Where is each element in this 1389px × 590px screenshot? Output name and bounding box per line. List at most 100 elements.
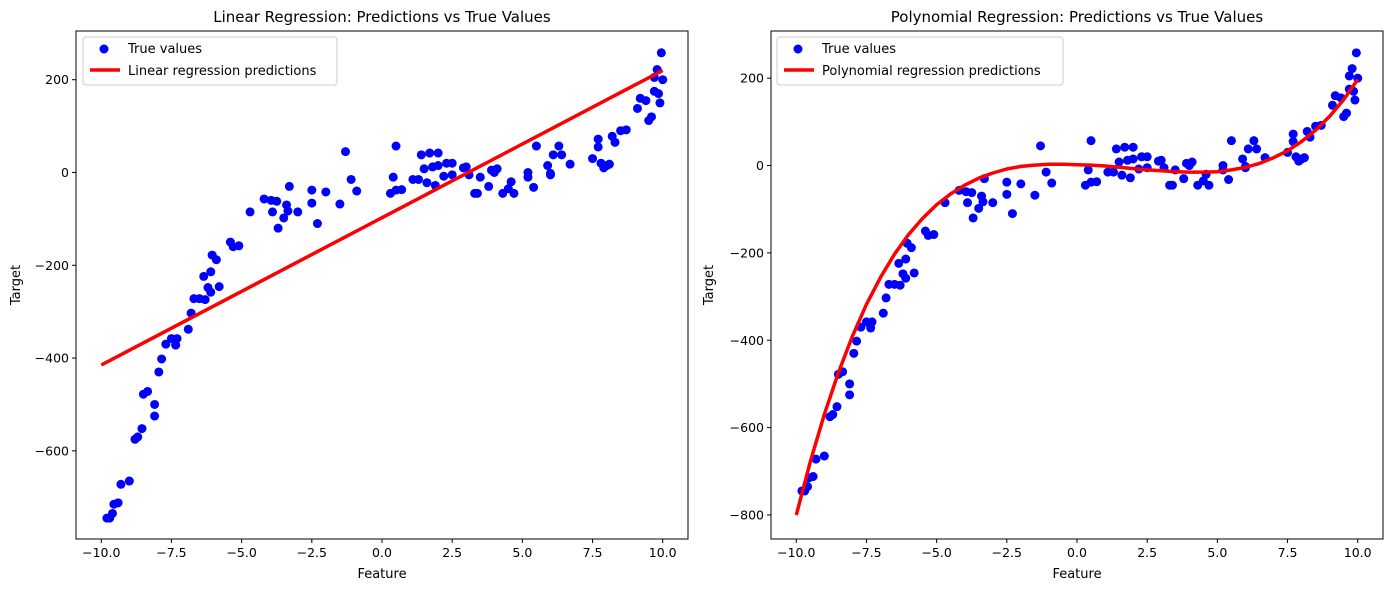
data-point: [621, 125, 631, 135]
y-tick-label: −800: [730, 507, 764, 522]
data-point: [433, 148, 443, 158]
data-point: [811, 454, 821, 464]
x-axis-label: Feature: [357, 567, 406, 582]
data-point: [422, 178, 432, 188]
polynomial-regression-panel: Polynomial Regression: Predictions vs Tr…: [702, 8, 1384, 582]
data-point: [1238, 154, 1248, 164]
data-point: [604, 159, 614, 169]
data-point: [1351, 48, 1361, 58]
data-point: [1083, 165, 1093, 175]
x-tick-label: −2.5: [992, 545, 1022, 560]
legend-label-polynomial-predictions: Polynomial regression predictions: [822, 64, 1041, 79]
data-point: [909, 268, 919, 278]
data-point: [1218, 161, 1228, 171]
data-point: [894, 258, 904, 268]
data-point: [183, 324, 193, 334]
data-point: [1252, 144, 1262, 154]
data-point: [1224, 175, 1234, 185]
y-tick-label: −200: [730, 245, 764, 260]
data-point: [341, 147, 351, 157]
data-point: [321, 187, 331, 197]
data-point: [968, 213, 978, 223]
y-tick-label: −400: [730, 333, 764, 348]
data-point: [279, 213, 289, 223]
data-point: [845, 379, 855, 389]
data-point: [832, 402, 842, 412]
data-point: [967, 188, 977, 198]
data-point: [124, 476, 134, 486]
data-point: [974, 203, 984, 213]
y-tick-label: −400: [35, 351, 69, 366]
legend-box: [776, 36, 1064, 86]
legend: True values Linear regression prediction…: [82, 36, 338, 86]
data-point: [214, 282, 224, 292]
data-point: [878, 308, 888, 318]
data-point: [901, 273, 911, 283]
data-point: [492, 164, 502, 174]
data-point: [1092, 177, 1102, 187]
legend-marker-true-values: [99, 44, 109, 54]
legend-label-true-values: True values: [821, 42, 896, 57]
data-point: [268, 207, 278, 217]
data-point: [849, 348, 859, 358]
data-point: [1344, 71, 1354, 81]
data-point: [988, 198, 998, 208]
data-point: [161, 339, 171, 349]
x-tick-label: 5.0: [1207, 545, 1227, 560]
data-point: [272, 196, 282, 206]
x-tick-label: 7.5: [583, 545, 603, 560]
data-point: [1204, 180, 1214, 190]
y-tick-label: 200: [740, 71, 764, 86]
data-point: [346, 174, 356, 184]
y-tick-label: 200: [45, 72, 69, 87]
data-point: [1111, 144, 1121, 154]
data-point: [1243, 144, 1253, 154]
data-point: [1249, 136, 1259, 146]
data-point: [656, 48, 666, 58]
regression-line: [794, 78, 1360, 516]
data-point: [852, 336, 862, 346]
data-point: [416, 150, 426, 160]
data-point: [1002, 189, 1012, 199]
data-point: [509, 188, 519, 198]
x-tick-label: 10.0: [649, 545, 677, 560]
x-tick-label: 2.5: [442, 545, 462, 560]
legend-label-true-values: True values: [127, 42, 202, 57]
data-point: [293, 207, 303, 217]
data-point: [150, 411, 160, 421]
data-point: [523, 167, 533, 177]
data-point: [447, 158, 457, 168]
data-point: [113, 498, 123, 508]
x-tick-label: −2.5: [297, 545, 327, 560]
data-point: [1002, 177, 1012, 187]
data-point: [554, 141, 564, 151]
legend-label-linear-predictions: Linear regression predictions: [128, 64, 317, 79]
data-point: [529, 182, 539, 192]
data-point: [1179, 174, 1189, 184]
data-point: [1086, 136, 1096, 146]
data-point: [312, 219, 322, 229]
y-tick-label: 0: [756, 158, 764, 173]
data-point: [1128, 142, 1138, 152]
data-point: [1007, 209, 1017, 219]
data-point: [1036, 141, 1046, 151]
axis-ticks: −10.0 −7.5 −5.0 −2.5 0.0 2.5 5.0 7.5 10.0 −800 −60…: [730, 71, 1372, 560]
data-point: [593, 142, 603, 152]
data-point: [543, 161, 553, 171]
x-tick-label: −7.5: [851, 545, 881, 560]
data-point: [447, 170, 457, 180]
x-tick-label: 5.0: [512, 545, 532, 560]
x-tick-label: −10.0: [777, 545, 815, 560]
data-point: [929, 230, 939, 240]
data-point: [461, 162, 471, 172]
legend-marker-true-values: [793, 44, 803, 54]
data-point: [654, 89, 664, 99]
legend-box: [82, 36, 338, 86]
chart-title: Polynomial Regression: Predictions vs Tr…: [891, 8, 1264, 26]
data-point: [133, 432, 143, 442]
data-point: [1142, 152, 1152, 162]
data-point: [1187, 157, 1197, 167]
data-point: [150, 399, 160, 409]
data-point: [548, 150, 558, 160]
